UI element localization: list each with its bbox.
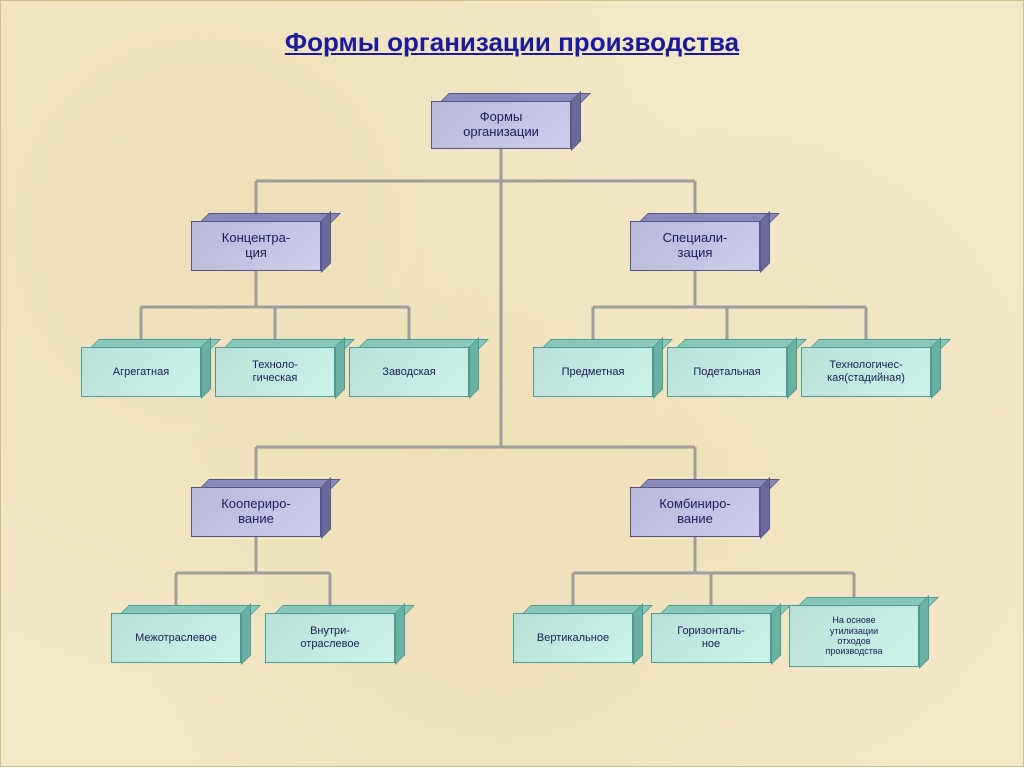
org-node: Специали-зация xyxy=(630,213,768,271)
org-node-label: Заводская xyxy=(349,347,469,397)
org-node: На основеутилизацииотходовпроизводства xyxy=(789,597,927,667)
org-node: Подетальная xyxy=(667,339,795,397)
org-node: Концентра-ция xyxy=(191,213,329,271)
org-node-label: Горизонталь-ное xyxy=(651,613,771,663)
org-node: Вертикальное xyxy=(513,605,641,663)
diagram-canvas: Формы организации производства Формыорга… xyxy=(0,0,1024,767)
org-node-label: Специали-зация xyxy=(630,221,760,271)
org-node: Комбиниро-вание xyxy=(630,479,768,537)
org-node: Технологичес-кая(стадийная) xyxy=(801,339,939,397)
org-node-label: Формыорганизации xyxy=(431,101,571,149)
org-node: Внутри-отраслевое xyxy=(265,605,403,663)
org-node-label: Внутри-отраслевое xyxy=(265,613,395,663)
org-node: Горизонталь-ное xyxy=(651,605,779,663)
org-node-label: На основеутилизацииотходовпроизводства xyxy=(789,605,919,667)
diagram-title: Формы организации производства xyxy=(1,27,1023,58)
org-node-label: Вертикальное xyxy=(513,613,633,663)
org-node: Агрегатная xyxy=(81,339,209,397)
org-node-label: Предметная xyxy=(533,347,653,397)
org-node-label: Коопериро-вание xyxy=(191,487,321,537)
org-node-label: Подетальная xyxy=(667,347,787,397)
org-node: Заводская xyxy=(349,339,477,397)
org-node-label: Комбиниро-вание xyxy=(630,487,760,537)
org-node: Предметная xyxy=(533,339,661,397)
org-node: Техноло-гическая xyxy=(215,339,343,397)
org-node-label: Технологичес-кая(стадийная) xyxy=(801,347,931,397)
org-node: Межотраслевое xyxy=(111,605,249,663)
org-node-label: Межотраслевое xyxy=(111,613,241,663)
org-node-label: Концентра-ция xyxy=(191,221,321,271)
org-node-label: Техноло-гическая xyxy=(215,347,335,397)
org-node: Формыорганизации xyxy=(431,93,579,149)
org-node: Коопериро-вание xyxy=(191,479,329,537)
org-node-label: Агрегатная xyxy=(81,347,201,397)
